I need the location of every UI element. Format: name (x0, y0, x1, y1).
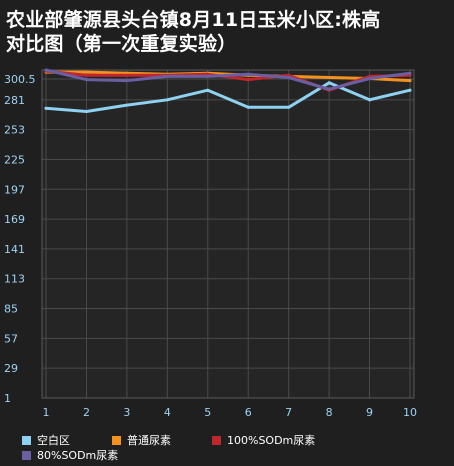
data-point (206, 88, 210, 92)
data-point (408, 88, 412, 92)
x-tick-label: 2 (83, 406, 90, 419)
data-point (125, 79, 129, 83)
plot-border (41, 69, 415, 399)
x-tick-label: 4 (164, 406, 171, 419)
legend-label-80-sodm-urea: 80%SODm尿素 (37, 449, 119, 462)
data-point (84, 78, 88, 82)
legend: 空白区 普通尿素 100%SODm尿素 80%SODm尿素 (0, 430, 454, 466)
axes: 1 29 57 85 113 141 169 197 225 253 281 300.5 1 2 3 4 5 6 7… (4, 69, 417, 419)
legend-swatch-blank (22, 435, 31, 445)
x-tick-label: 7 (285, 406, 292, 419)
data-point (327, 87, 331, 91)
y-tick-label: 197 (4, 183, 25, 196)
legend-swatch-regular-urea (112, 435, 121, 445)
data-point (84, 70, 88, 74)
legend-label-blank: 空白区 (37, 434, 70, 447)
x-tick-label: 8 (326, 406, 333, 419)
x-tick-label: 1 (43, 406, 50, 419)
series-lines (44, 68, 412, 114)
y-tick-label: 169 (4, 213, 25, 226)
y-tick-label: 57 (4, 332, 18, 345)
data-point (84, 110, 88, 114)
legend-item-regular-urea: 普通尿素 (112, 432, 171, 448)
data-point (125, 73, 129, 77)
legend-item-blank: 空白区 (22, 432, 70, 448)
y-tick-label: 253 (4, 124, 25, 137)
data-point (368, 77, 372, 81)
data-point (246, 78, 250, 82)
data-point (246, 105, 250, 109)
legend-swatch-80-sodm-urea (22, 450, 31, 460)
data-point (125, 103, 129, 107)
x-tick-label: 3 (123, 406, 130, 419)
data-point (327, 75, 331, 79)
legend-swatch-100-sodm-urea (212, 435, 221, 445)
x-tick-label: 10 (403, 406, 417, 419)
plot-area (42, 70, 414, 398)
y-tick-label: 281 (4, 94, 25, 107)
data-point (287, 75, 291, 79)
series-line-0 (44, 81, 412, 113)
y-tick-label: 300.5 (4, 73, 36, 86)
series-line-3 (44, 68, 412, 91)
data-point (327, 81, 331, 85)
chart-title-line-1: 农业部肇源县头台镇8月11日玉米小区:株高 (6, 9, 381, 31)
data-point (368, 98, 372, 102)
y-tick-label: 113 (4, 273, 25, 286)
legend-label-regular-urea: 普通尿素 (127, 434, 171, 447)
legend-item-100-sodm-urea: 100%SODm尿素 (212, 432, 315, 448)
legend-label-100-sodm-urea: 100%SODm尿素 (227, 434, 316, 447)
data-point (408, 71, 412, 75)
y-tick-label: 141 (4, 243, 25, 256)
data-point (287, 105, 291, 109)
legend-item-80-sodm-urea: 80%SODm尿素 (22, 447, 118, 463)
x-tick-label: 6 (245, 406, 252, 419)
data-point (44, 68, 48, 72)
data-point (165, 98, 169, 102)
data-point (206, 74, 210, 78)
y-tick-label: 225 (4, 153, 25, 166)
x-tick-label: 5 (204, 406, 211, 419)
data-point (84, 73, 88, 77)
chart-title: 农业部肇源县头台镇8月11日玉米小区:株高 对比图（第一次重复实验） (6, 8, 446, 56)
data-point (165, 74, 169, 78)
y-tick-label: 1 (4, 392, 11, 405)
chart-title-line-2: 对比图（第一次重复实验） (6, 33, 237, 55)
data-point (408, 79, 412, 83)
x-tick-label: 9 (366, 406, 373, 419)
grid-lines (42, 70, 414, 399)
y-tick-label: 85 (4, 303, 18, 316)
data-point (44, 106, 48, 110)
y-tick-label: 29 (4, 362, 18, 375)
data-point (246, 72, 250, 76)
